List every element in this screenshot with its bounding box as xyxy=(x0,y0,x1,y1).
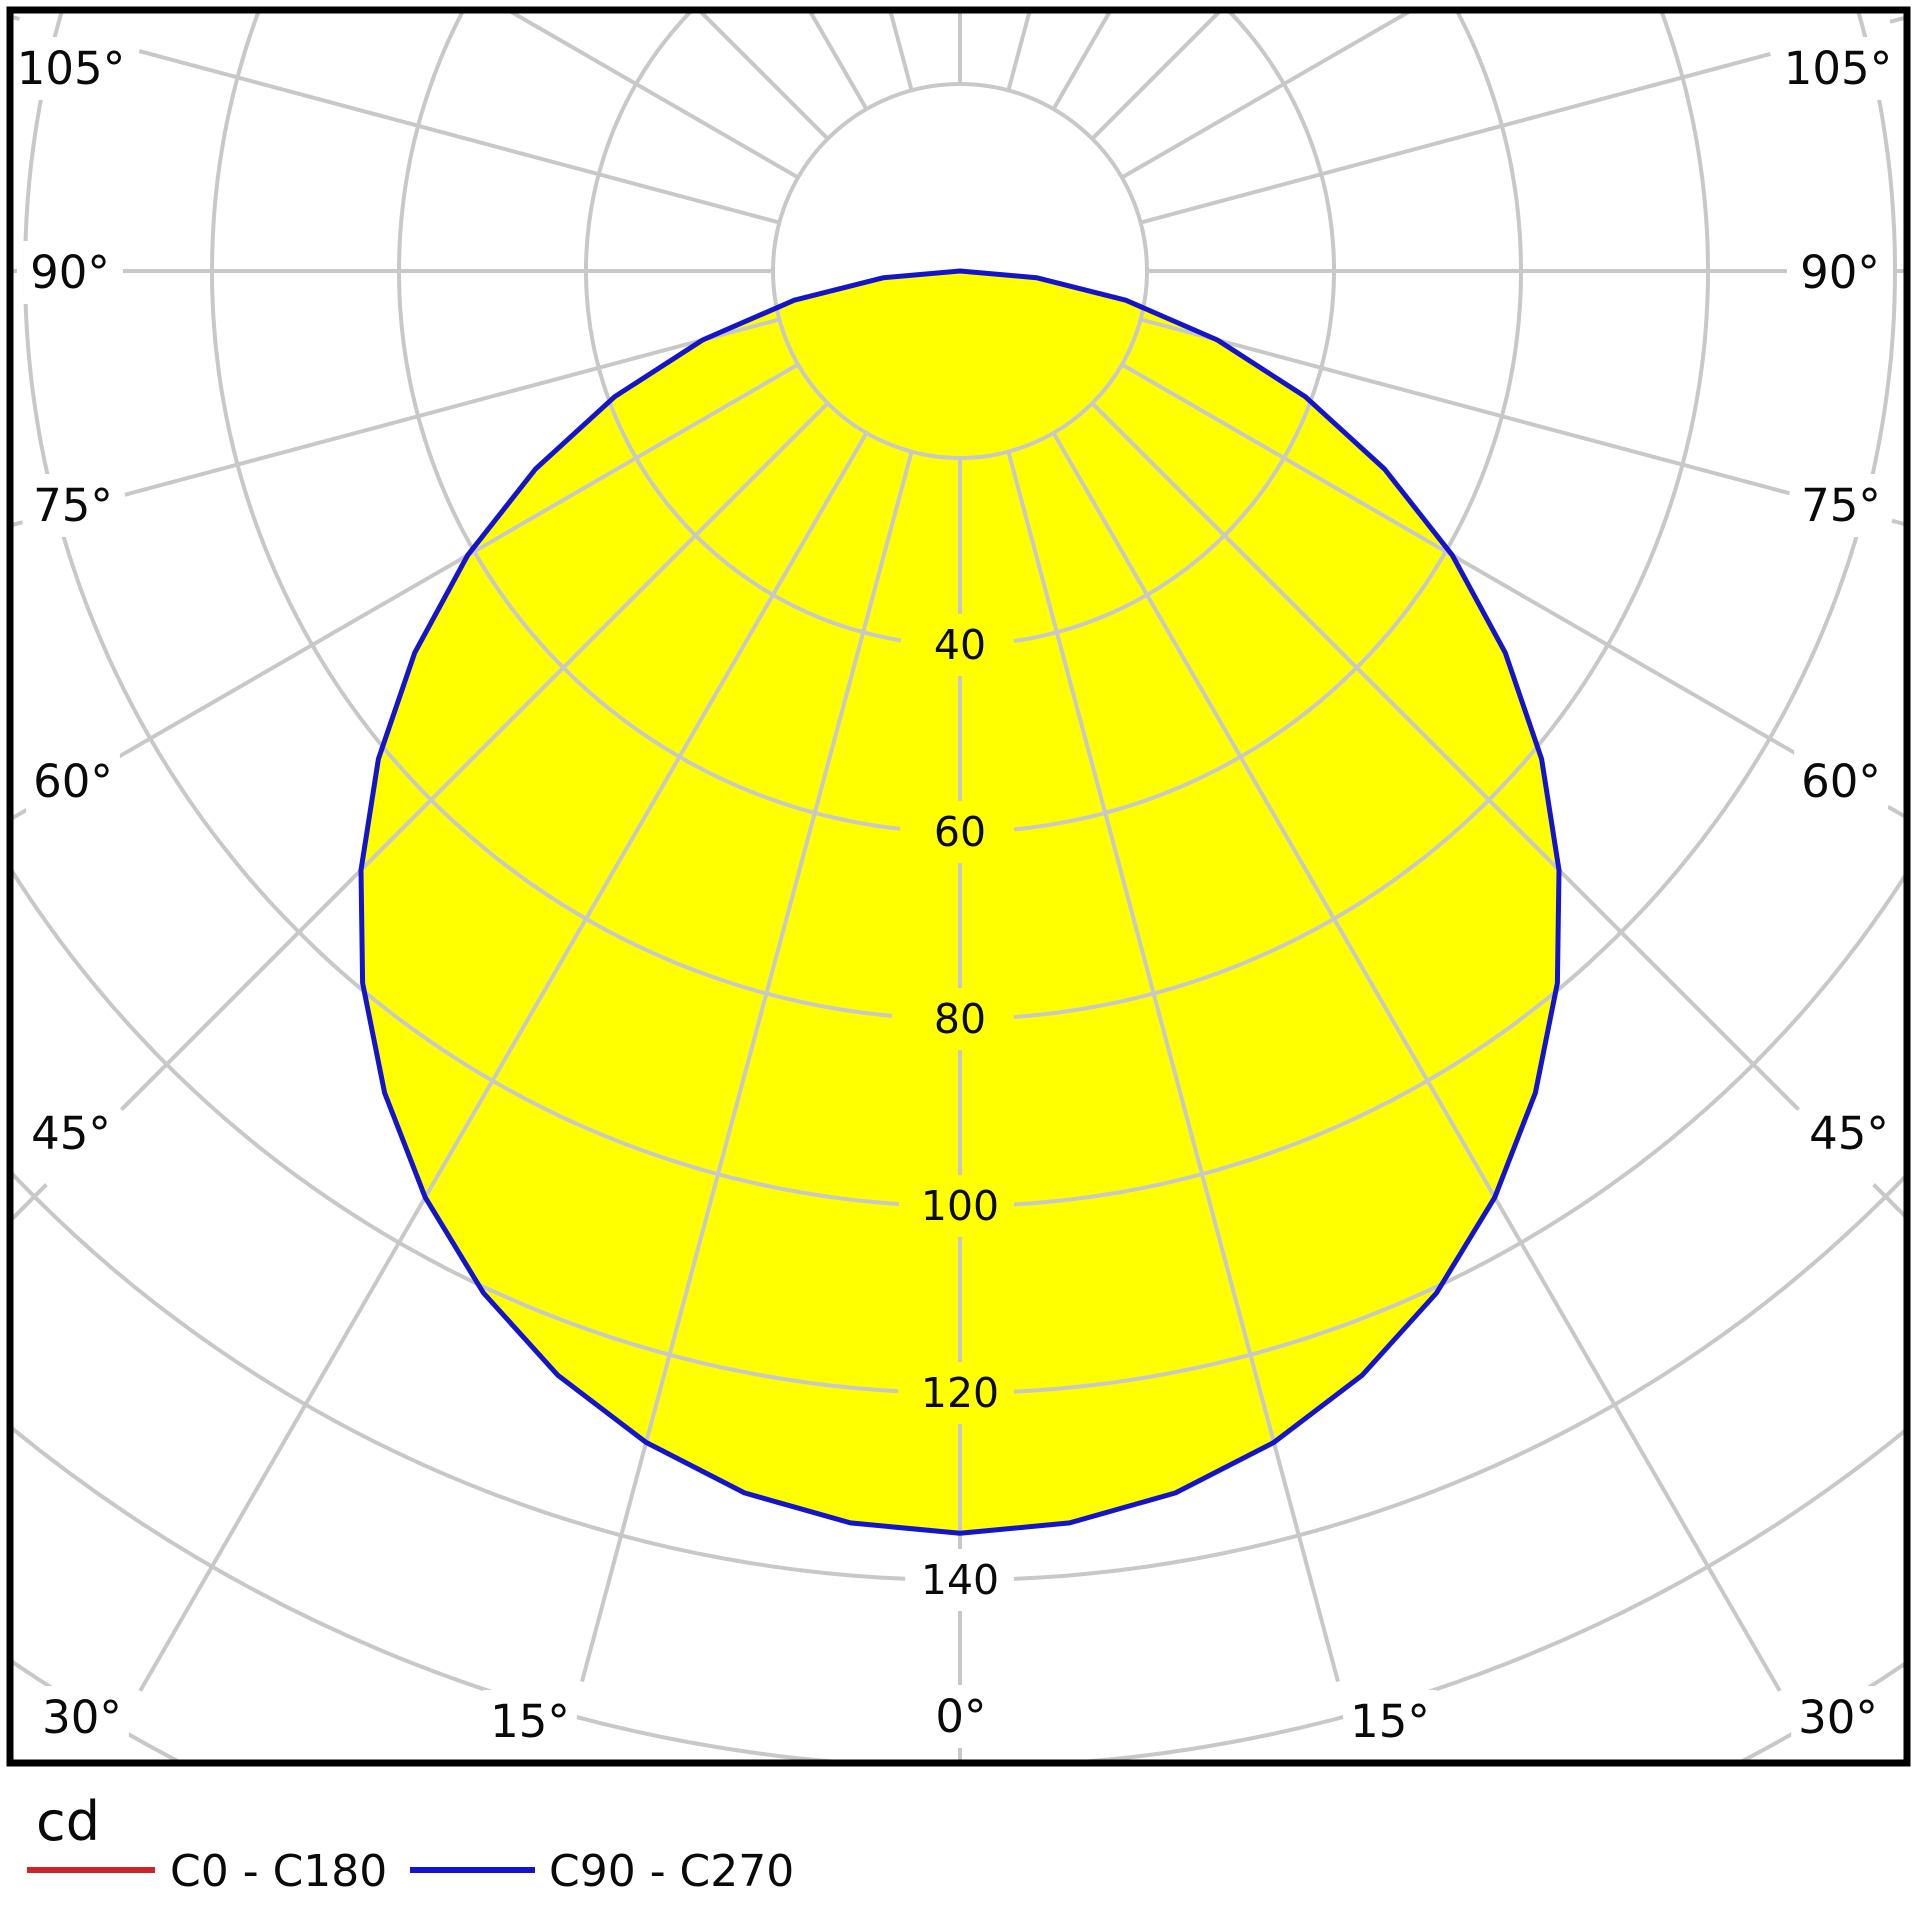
legend-label-c0-c180: C0 - C180 xyxy=(170,1846,387,1897)
angle-tick-label: 75° xyxy=(33,479,113,532)
polar-grid-ray xyxy=(138,49,780,225)
angle-tick-label: 45° xyxy=(1809,1107,1889,1160)
label-mask xyxy=(1793,241,1887,304)
radial-tick-label: 60 xyxy=(934,808,986,856)
polar-grid-ray xyxy=(1140,51,1771,225)
radial-tick-label: 100 xyxy=(921,1182,999,1230)
label-mask xyxy=(1794,474,1888,537)
polar-grid-ring xyxy=(209,13,1711,1019)
angle-tick-label: 60° xyxy=(33,755,113,808)
angle-tick-label: 75° xyxy=(1801,479,1881,532)
angle-tick-label: 30° xyxy=(42,1691,122,1744)
label-mask xyxy=(928,1685,994,1748)
label-mask xyxy=(1343,1690,1437,1753)
angle-tick-label: 105° xyxy=(1784,42,1892,95)
angle-tick-label: 0° xyxy=(935,1690,986,1743)
polar-grid-ray xyxy=(118,362,800,759)
polar-grid-ring xyxy=(22,13,1898,1207)
angle-tick-label: 15° xyxy=(1350,1695,1430,1748)
c90-c270-curve xyxy=(358,268,1562,1536)
plot-border xyxy=(6,6,1911,1767)
label-mask xyxy=(24,1102,118,1165)
radial-tick-label: 140 xyxy=(921,1556,999,1604)
polar-grid-ring xyxy=(584,13,1336,644)
polar-grid-ray xyxy=(1090,401,1801,1112)
label-mask xyxy=(1802,1102,1896,1165)
label-mask xyxy=(9,37,133,100)
label-mask-layer xyxy=(9,37,1900,1753)
angle-tick-label: 60° xyxy=(1801,755,1881,808)
angle-tick-label: 15° xyxy=(490,1695,570,1748)
angle-tick-label: 45° xyxy=(31,1107,111,1160)
unit-label: cd xyxy=(36,1790,100,1853)
label-mask xyxy=(26,474,120,537)
polar-grid-ray xyxy=(1120,362,1798,756)
angle-tick-label: 90° xyxy=(1800,246,1880,299)
label-mask xyxy=(26,750,120,813)
label-mask xyxy=(23,241,117,304)
label-mask xyxy=(35,1686,129,1749)
label-mask xyxy=(483,1690,577,1753)
axis-labels-layer: 105° 90° 75° 60° 45° 105° 90° 75° 60° 45° 30° 15° 0°… xyxy=(17,42,1892,1748)
intensity-curves-layer xyxy=(358,268,1562,1536)
polar-grid-ray xyxy=(138,431,869,1692)
polar-grid-ray xyxy=(1051,431,1782,1692)
radial-tick-label: 80 xyxy=(934,995,986,1043)
polar-grid-ray xyxy=(580,451,914,1683)
label-mask xyxy=(1776,37,1900,100)
label-mask xyxy=(1791,1686,1885,1749)
polar-grid-ray xyxy=(1140,317,1791,496)
polar-grid-ray xyxy=(1006,451,1340,1683)
angle-tick-label: 105° xyxy=(17,42,125,95)
angle-tick-label: 30° xyxy=(1798,1691,1878,1744)
legend: cd C0 - C180 C90 - C270 xyxy=(27,1790,794,1897)
label-mask xyxy=(1794,750,1888,813)
radial-tick-label: 40 xyxy=(934,621,986,669)
angle-tick-label: 90° xyxy=(30,246,110,299)
legend-label-c90-c270: C90 - C270 xyxy=(549,1846,794,1897)
radial-tick-label: 120 xyxy=(921,1369,999,1417)
label-mask xyxy=(913,1551,1007,1609)
polar-grid-ray xyxy=(119,401,830,1112)
polar-grid-ring xyxy=(396,13,1524,832)
polar-grid-ray xyxy=(124,317,780,497)
